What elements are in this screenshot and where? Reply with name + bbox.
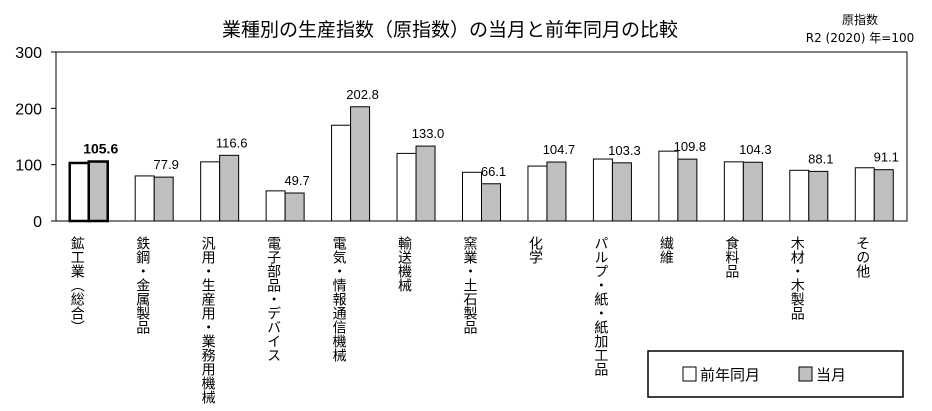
category-label: 鉄鋼・金属製品 — [134, 236, 150, 334]
legend-swatch-prev — [682, 366, 697, 382]
category-label: 窯業・土石製品 — [462, 235, 478, 334]
bar-prev-year — [200, 161, 221, 222]
data-label: 103.3 — [608, 143, 641, 158]
bar-current — [742, 161, 763, 222]
data-label: 116.6 — [216, 135, 248, 150]
bar-prev-year — [462, 171, 482, 222]
category-label: 繊維 — [658, 236, 674, 264]
bar-current — [808, 170, 829, 222]
data-label: 66.1 — [481, 164, 506, 179]
y-tick-label: 100 — [15, 158, 42, 175]
bar-prev-year — [854, 167, 875, 222]
bar-current — [873, 169, 894, 222]
category-label: パルプ・紙・紙加工品 — [592, 236, 608, 376]
bar-current — [350, 106, 371, 222]
y-tick-label: 300 — [15, 45, 42, 62]
y-tick-label: 0 — [33, 214, 42, 231]
legend: 前年同月 当月 — [647, 350, 904, 398]
data-label: 88.1 — [808, 151, 833, 166]
y-tick-label: 200 — [15, 101, 42, 118]
bar-current — [87, 160, 109, 223]
category-label: その他 — [854, 236, 870, 279]
category-label: 食料品 — [723, 235, 739, 278]
bar-prev-year — [527, 165, 548, 222]
data-label: 109.8 — [674, 139, 707, 154]
data-label: 202.8 — [346, 87, 379, 102]
bar-current — [677, 158, 698, 222]
bar-prev-year — [658, 150, 679, 222]
note-line-1: 原指数 — [842, 12, 878, 27]
data-label: 49.7 — [284, 173, 309, 188]
bar-current — [153, 176, 174, 222]
bar-current — [219, 154, 240, 222]
category-label: 輸送機械 — [396, 236, 412, 292]
bar-prev-year — [396, 152, 417, 222]
data-label: 133.0 — [412, 126, 445, 141]
bar-prev-year — [331, 124, 352, 222]
bar-current — [284, 192, 305, 222]
data-label: 91.1 — [874, 150, 899, 165]
bar-prev-year — [789, 169, 810, 222]
category-label: 電気・情報通信機械 — [331, 236, 347, 362]
bar-prev-year — [592, 158, 613, 222]
note-line-2: R2 (2020) 年=100 — [806, 31, 914, 45]
category-label: 化学 — [527, 236, 543, 264]
category-label: 汎用・生産用・業務用機械 — [200, 236, 216, 404]
legend-label-current: 当月 — [816, 366, 846, 384]
bar-current — [546, 161, 567, 222]
bar-prev-year — [265, 190, 286, 222]
legend-label-prev: 前年同月 — [700, 366, 760, 384]
data-label: 104.7 — [543, 142, 576, 157]
bar-prev-year — [134, 175, 155, 222]
bar-prev-year — [723, 161, 744, 222]
category-label: 電子部品・デバイス — [265, 236, 281, 362]
bar-prev-year — [68, 161, 90, 223]
bar-current — [415, 145, 436, 222]
legend-swatch-current — [798, 366, 813, 382]
data-label: 77.9 — [154, 157, 179, 172]
category-label: 鉱工業（総合） — [69, 235, 85, 334]
bar-current — [481, 183, 501, 222]
bar-current — [611, 162, 632, 222]
data-label: 105.6 — [83, 141, 118, 157]
category-label: 木材・木製品 — [789, 236, 805, 320]
data-label: 104.3 — [739, 142, 772, 157]
chart-title: 業種別の生産指数（原指数）の当月と前年同月の比較 — [222, 19, 678, 41]
